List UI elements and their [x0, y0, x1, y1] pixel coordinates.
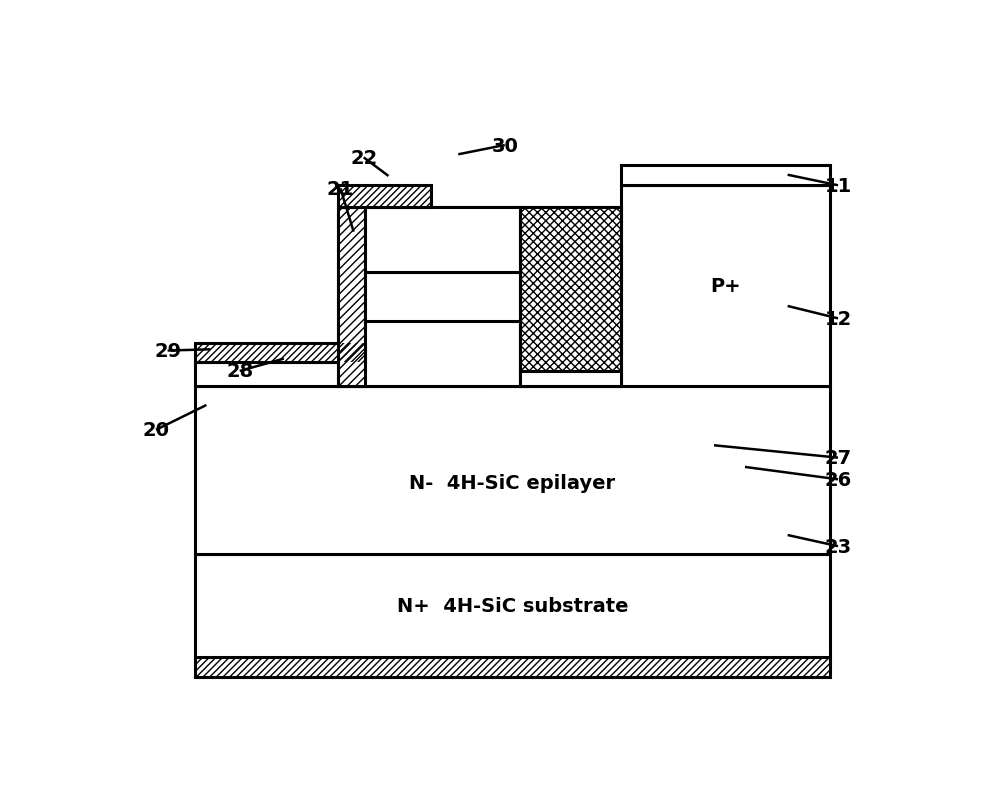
Bar — [195, 344, 365, 362]
Bar — [520, 208, 621, 372]
Bar — [365, 208, 520, 272]
Bar — [338, 186, 431, 208]
Bar — [520, 208, 621, 387]
Bar — [338, 208, 365, 387]
Text: 26: 26 — [824, 471, 852, 489]
Text: 30: 30 — [491, 137, 518, 155]
Bar — [338, 186, 431, 208]
Bar — [195, 554, 830, 657]
Bar — [338, 208, 365, 387]
Text: N+  4H-SiC substrate: N+ 4H-SiC substrate — [397, 596, 628, 615]
Bar — [621, 186, 830, 387]
Text: 29: 29 — [154, 341, 181, 361]
Bar — [365, 272, 520, 322]
Bar — [338, 208, 520, 387]
Bar — [621, 165, 830, 186]
Bar — [520, 372, 621, 387]
Text: 28: 28 — [226, 362, 253, 381]
Text: P-: P- — [432, 287, 454, 307]
Bar — [195, 657, 830, 678]
Text: 11: 11 — [824, 177, 852, 195]
Bar — [195, 387, 830, 554]
Bar — [195, 344, 365, 362]
Bar — [520, 208, 621, 372]
Text: 21: 21 — [327, 180, 354, 198]
Text: 27: 27 — [824, 449, 852, 467]
Text: N+: N+ — [426, 230, 459, 250]
Text: 22: 22 — [350, 149, 377, 168]
Text: 12: 12 — [824, 309, 852, 328]
Text: P+: P+ — [346, 365, 377, 384]
Text: 20: 20 — [143, 421, 170, 440]
Bar — [195, 362, 482, 387]
Bar — [195, 657, 830, 678]
Text: 23: 23 — [824, 537, 852, 556]
Text: N-  4H-SiC epilayer: N- 4H-SiC epilayer — [409, 473, 616, 492]
Text: P+: P+ — [710, 277, 741, 296]
